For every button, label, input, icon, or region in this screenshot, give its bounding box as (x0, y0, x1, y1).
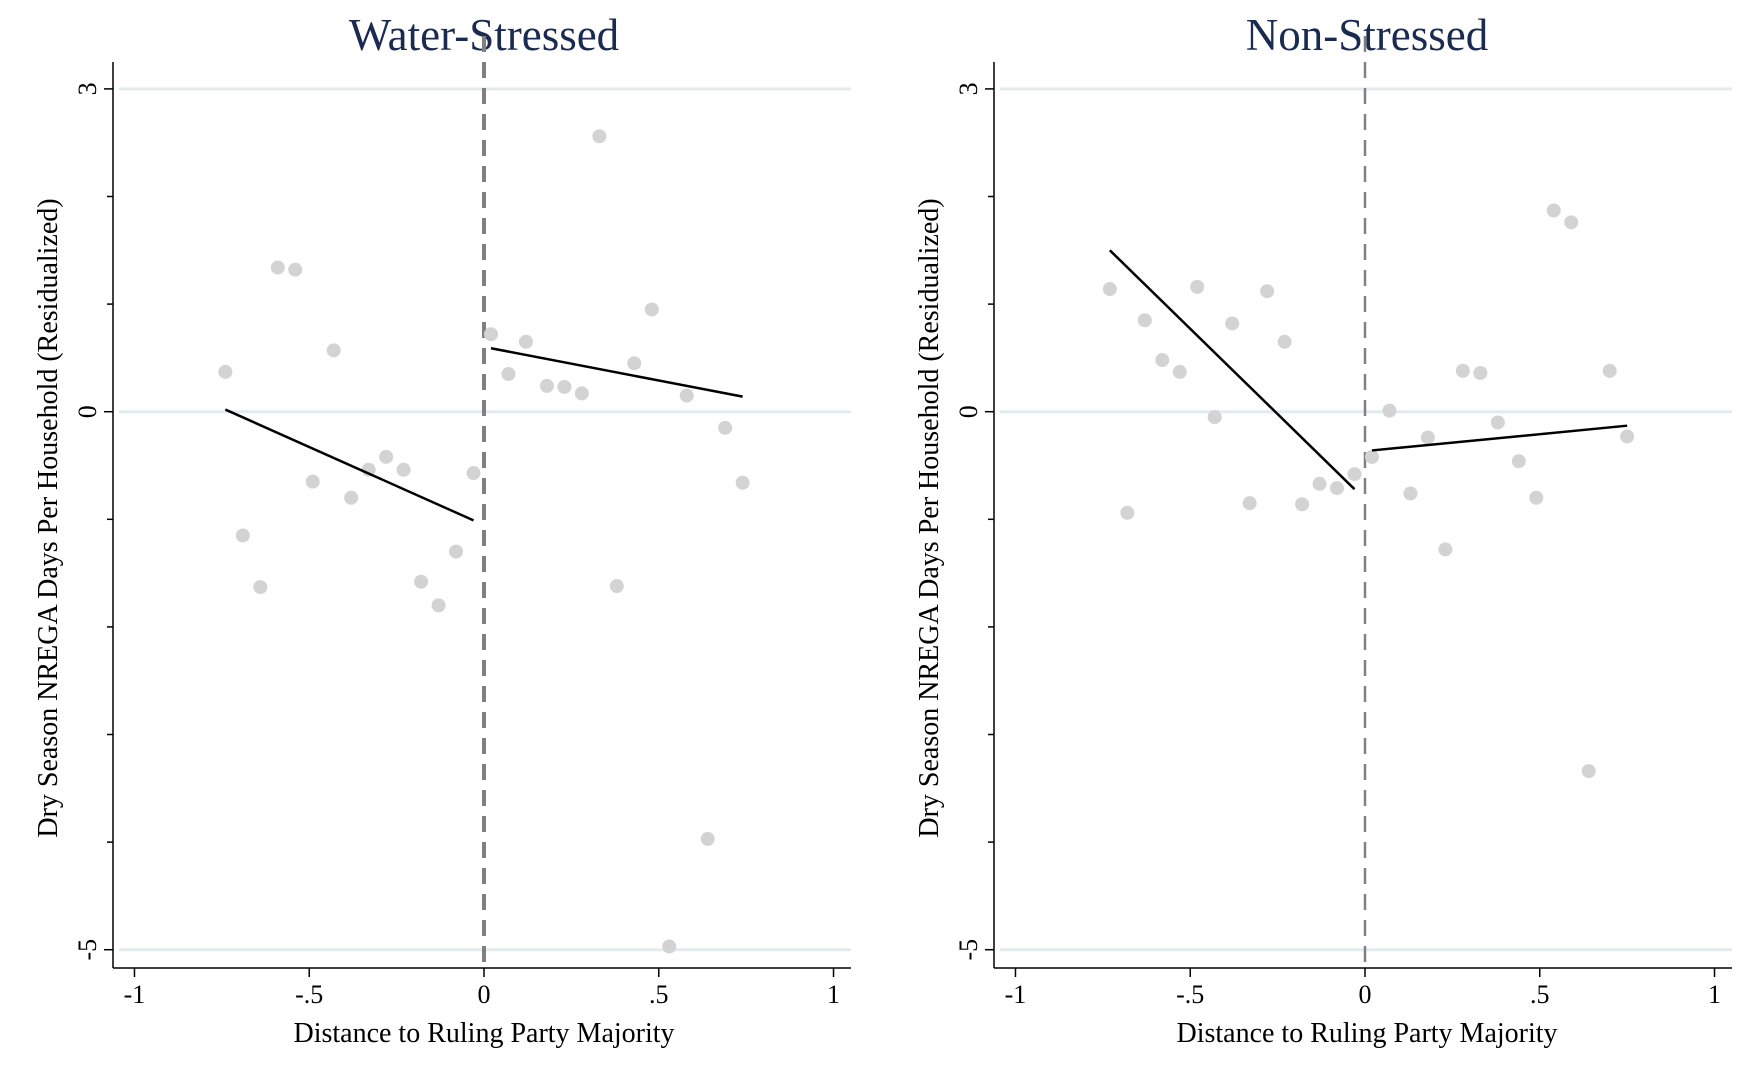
scatter-point (1455, 363, 1470, 378)
scatter-point (557, 379, 572, 394)
scatter-point (1312, 476, 1327, 491)
scatter-point (1120, 505, 1135, 520)
scatter-point (735, 475, 750, 490)
x-tick-label: .5 (649, 980, 669, 1009)
panel-water-stressed: Water-Stressed Dry Season NREGA Days Per… (33, 10, 851, 1049)
scatter-point (1190, 279, 1205, 294)
scatter-point (396, 462, 411, 477)
scatter-point (1102, 282, 1117, 297)
scatter-point (326, 343, 341, 358)
x-tick-label: 0 (1359, 980, 1372, 1009)
scatter-point (700, 831, 715, 846)
y-axis-title: Dry Season NREGA Days Per Household (Res… (914, 198, 945, 837)
scatter-point (270, 260, 285, 275)
fit-line (224, 408, 475, 522)
scatter-point (466, 466, 481, 481)
fit-line (490, 346, 743, 398)
y-axis-title: Dry Season NREGA Days Per Household (Res… (33, 198, 64, 837)
scatter-point (1420, 430, 1435, 445)
panel-title: Non-Stressed (1246, 10, 1488, 60)
y-tick-label: -5 (954, 939, 983, 961)
scatter-point (1137, 313, 1152, 328)
scatter-point (679, 388, 694, 403)
scatter-point (483, 327, 498, 342)
scatter-point (1602, 363, 1617, 378)
x-tick-label: -1 (1005, 980, 1027, 1009)
x-tick-label: -1 (124, 980, 146, 1009)
scatter-point (288, 262, 303, 277)
scatter-point (539, 378, 554, 393)
x-tick-label: 0 (478, 980, 491, 1009)
scatter-point (1581, 764, 1596, 779)
x-tick-label: -.5 (1176, 980, 1204, 1009)
y-tick-label: 0 (954, 405, 983, 418)
x-tick-label: 1 (1708, 980, 1721, 1009)
scatter-point (1403, 486, 1418, 501)
scatter-point (662, 939, 677, 954)
x-tick-label: -.5 (295, 980, 323, 1009)
scatter-point (1620, 429, 1635, 444)
x-tick-label: 1 (827, 980, 840, 1009)
scatter-point (1382, 403, 1397, 418)
scatter-point (414, 574, 429, 589)
scatter-point (1155, 353, 1170, 368)
x-axis-title: Distance to Ruling Party Majority (1176, 1018, 1557, 1049)
scatter-point (627, 356, 642, 371)
y-tick-label: -5 (73, 939, 102, 961)
x-tick-label: .5 (1530, 980, 1550, 1009)
scatter-point (449, 544, 464, 559)
scatter-point (1438, 542, 1453, 557)
scatter-point (1295, 497, 1310, 512)
scatter-point (218, 364, 233, 379)
y-tick-label: 3 (954, 82, 983, 95)
scatter-point (501, 367, 516, 382)
scatter-point (1490, 415, 1505, 430)
scatter-point (1511, 454, 1526, 469)
panel-non-stressed: Non-Stressed Dry Season NREGA Days Per H… (914, 10, 1732, 1049)
scatter-point (592, 129, 607, 144)
scatter-point (1207, 410, 1222, 425)
scatter-point (379, 449, 394, 464)
scatter-point (574, 386, 589, 401)
y-tick-label: 3 (73, 82, 102, 95)
scatter-point (431, 598, 446, 613)
x-axis-title: Distance to Ruling Party Majority (293, 1018, 674, 1049)
scatter-point (609, 579, 624, 594)
fit-line (1108, 249, 1356, 491)
scatter-point (1529, 490, 1544, 505)
scatter-point (1364, 449, 1379, 464)
scatter-point (253, 580, 268, 595)
y-tick-label: 0 (73, 405, 102, 418)
scatter-point (718, 420, 733, 435)
scatter-point (1546, 203, 1561, 218)
scatter-point (305, 474, 320, 489)
scatter-point (1473, 365, 1488, 380)
scatter-point (1564, 215, 1579, 230)
scatter-point (1242, 496, 1257, 511)
scatter-point (1347, 467, 1362, 482)
scatter-point (1277, 334, 1292, 349)
scatter-point (1330, 481, 1345, 496)
scatter-point (1260, 284, 1275, 299)
scatter-point (235, 528, 250, 543)
scatter-point (644, 302, 659, 317)
scatter-point (1172, 364, 1187, 379)
panel-title: Water-Stressed (349, 10, 619, 60)
scatter-point (518, 334, 533, 349)
scatter-point (344, 490, 359, 505)
fit-line (1371, 424, 1628, 452)
scatter-point (1225, 316, 1240, 331)
